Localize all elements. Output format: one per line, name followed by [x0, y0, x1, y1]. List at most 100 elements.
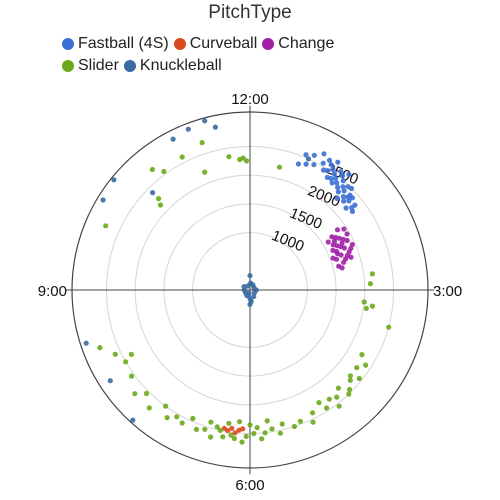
point-fastball-4s-15 — [321, 151, 327, 157]
legend-swatch-change — [262, 38, 275, 50]
point-change-26 — [348, 254, 354, 260]
point-slider-31 — [316, 400, 322, 406]
point-knuckleball-4 — [251, 290, 258, 296]
point-change-18 — [325, 239, 331, 245]
point-fastball-4s-0 — [326, 157, 333, 163]
point-slider-54 — [208, 434, 214, 440]
point-slider-43 — [251, 430, 257, 437]
point-knuckleball-13 — [248, 298, 254, 304]
legend-item-curveball[interactable]: Curveball — [173, 35, 258, 53]
legend-swatch-slider — [62, 60, 74, 72]
legend-row-2: Slider Knuckleball — [62, 55, 442, 77]
point-slider-38 — [269, 426, 275, 432]
point-curveball-3 — [229, 425, 235, 431]
point-change-20 — [341, 259, 347, 265]
legend-item-change[interactable]: Change — [262, 35, 334, 53]
point-slider-7 — [156, 196, 162, 202]
legend-item-slider[interactable]: Slider — [62, 57, 119, 75]
legend: Fastball (4S) Curveball Change Slider Kn… — [62, 33, 442, 77]
point-slider-69 — [112, 351, 118, 357]
point-change-10 — [344, 231, 350, 237]
point-slider-36 — [279, 421, 285, 427]
point-slider-8 — [157, 202, 164, 208]
point-slider-70 — [97, 345, 103, 351]
point-slider-5 — [179, 154, 185, 160]
legend-swatch-fastball — [62, 38, 74, 50]
point-slider-14 — [361, 299, 367, 305]
point-slider-1 — [237, 156, 243, 163]
point-knuckleball-25 — [83, 340, 89, 346]
point-slider-50 — [226, 420, 232, 426]
point-slider-40 — [262, 430, 268, 436]
point-slider-21 — [356, 375, 362, 382]
point-slider-35 — [291, 423, 297, 430]
point-change-6 — [341, 245, 347, 251]
point-change-23 — [341, 226, 347, 232]
point-fastball-4s-34 — [346, 171, 352, 177]
point-slider-17 — [386, 324, 392, 330]
point-slider-44 — [247, 422, 253, 428]
point-change-19 — [348, 245, 354, 251]
point-fastball-4s-30 — [349, 208, 356, 214]
point-fastball-4s-3 — [331, 171, 337, 177]
legend-item-knuckleball[interactable]: Knuckleball — [123, 57, 222, 75]
point-knuckleball-15 — [246, 290, 252, 296]
point-slider-51 — [220, 434, 226, 440]
point-slider-37 — [277, 430, 283, 436]
point-slider-59 — [179, 420, 185, 426]
point-slider-61 — [164, 415, 170, 421]
point-fastball-4s-37 — [295, 161, 301, 167]
point-fastball-4s-18 — [340, 178, 346, 184]
point-change-27 — [339, 240, 345, 246]
point-knuckleball-11 — [245, 283, 251, 289]
point-knuckleball-18 — [202, 118, 208, 124]
legend-label-curveball: Curveball — [189, 35, 258, 52]
point-fastball-4s-29 — [320, 167, 327, 173]
point-slider-2 — [226, 154, 232, 160]
point-knuckleball-17 — [185, 126, 191, 132]
point-change-25 — [334, 248, 340, 255]
point-knuckleball-21 — [100, 197, 106, 203]
point-fastball-4s-6 — [335, 184, 341, 190]
legend-swatch-knuckleball — [123, 60, 136, 72]
point-slider-42 — [254, 425, 260, 431]
legend-item-fastball[interactable]: Fastball (4S) — [62, 35, 169, 53]
point-fastball-4s-1 — [328, 162, 334, 168]
point-slider-58 — [190, 415, 196, 422]
point-knuckleball-22 — [150, 190, 156, 196]
point-slider-33 — [310, 419, 316, 425]
point-fastball-4s-35 — [311, 162, 317, 168]
point-slider-16 — [369, 271, 375, 277]
point-fastball-4s-28 — [311, 152, 317, 158]
point-slider-15 — [367, 281, 373, 287]
point-slider-26 — [335, 385, 341, 391]
point-slider-34 — [297, 418, 303, 424]
angular-tick-label-900: 9:00 — [38, 283, 67, 300]
point-fastball-4s-2 — [330, 166, 336, 172]
point-change-24 — [331, 238, 338, 244]
point-slider-4 — [202, 169, 208, 175]
point-fastball-4s-32 — [334, 195, 340, 201]
point-change-11 — [334, 227, 341, 233]
point-slider-45 — [243, 433, 249, 439]
point-knuckleball-20 — [111, 177, 117, 183]
point-change-28 — [330, 255, 336, 261]
point-fastball-4s-25 — [325, 168, 331, 174]
point-fastball-4s-39 — [345, 194, 351, 200]
point-slider-67 — [123, 359, 129, 365]
point-slider-63 — [146, 405, 152, 411]
point-slider-22 — [347, 373, 353, 379]
point-curveball-1 — [232, 430, 238, 436]
point-slider-3 — [244, 158, 250, 164]
point-fastball-4s-8 — [341, 188, 347, 194]
point-slider-49 — [228, 432, 234, 438]
point-fastball-4s-4 — [333, 175, 339, 181]
point-fastball-4s-24 — [349, 195, 355, 201]
point-slider-53 — [214, 424, 220, 430]
point-slider-66 — [128, 373, 135, 379]
point-slider-12 — [363, 305, 369, 311]
point-knuckleball-24 — [130, 417, 136, 423]
angular-tick-label-1200: 12:00 — [231, 91, 269, 108]
point-slider-64 — [143, 390, 150, 397]
point-slider-60 — [174, 414, 180, 420]
